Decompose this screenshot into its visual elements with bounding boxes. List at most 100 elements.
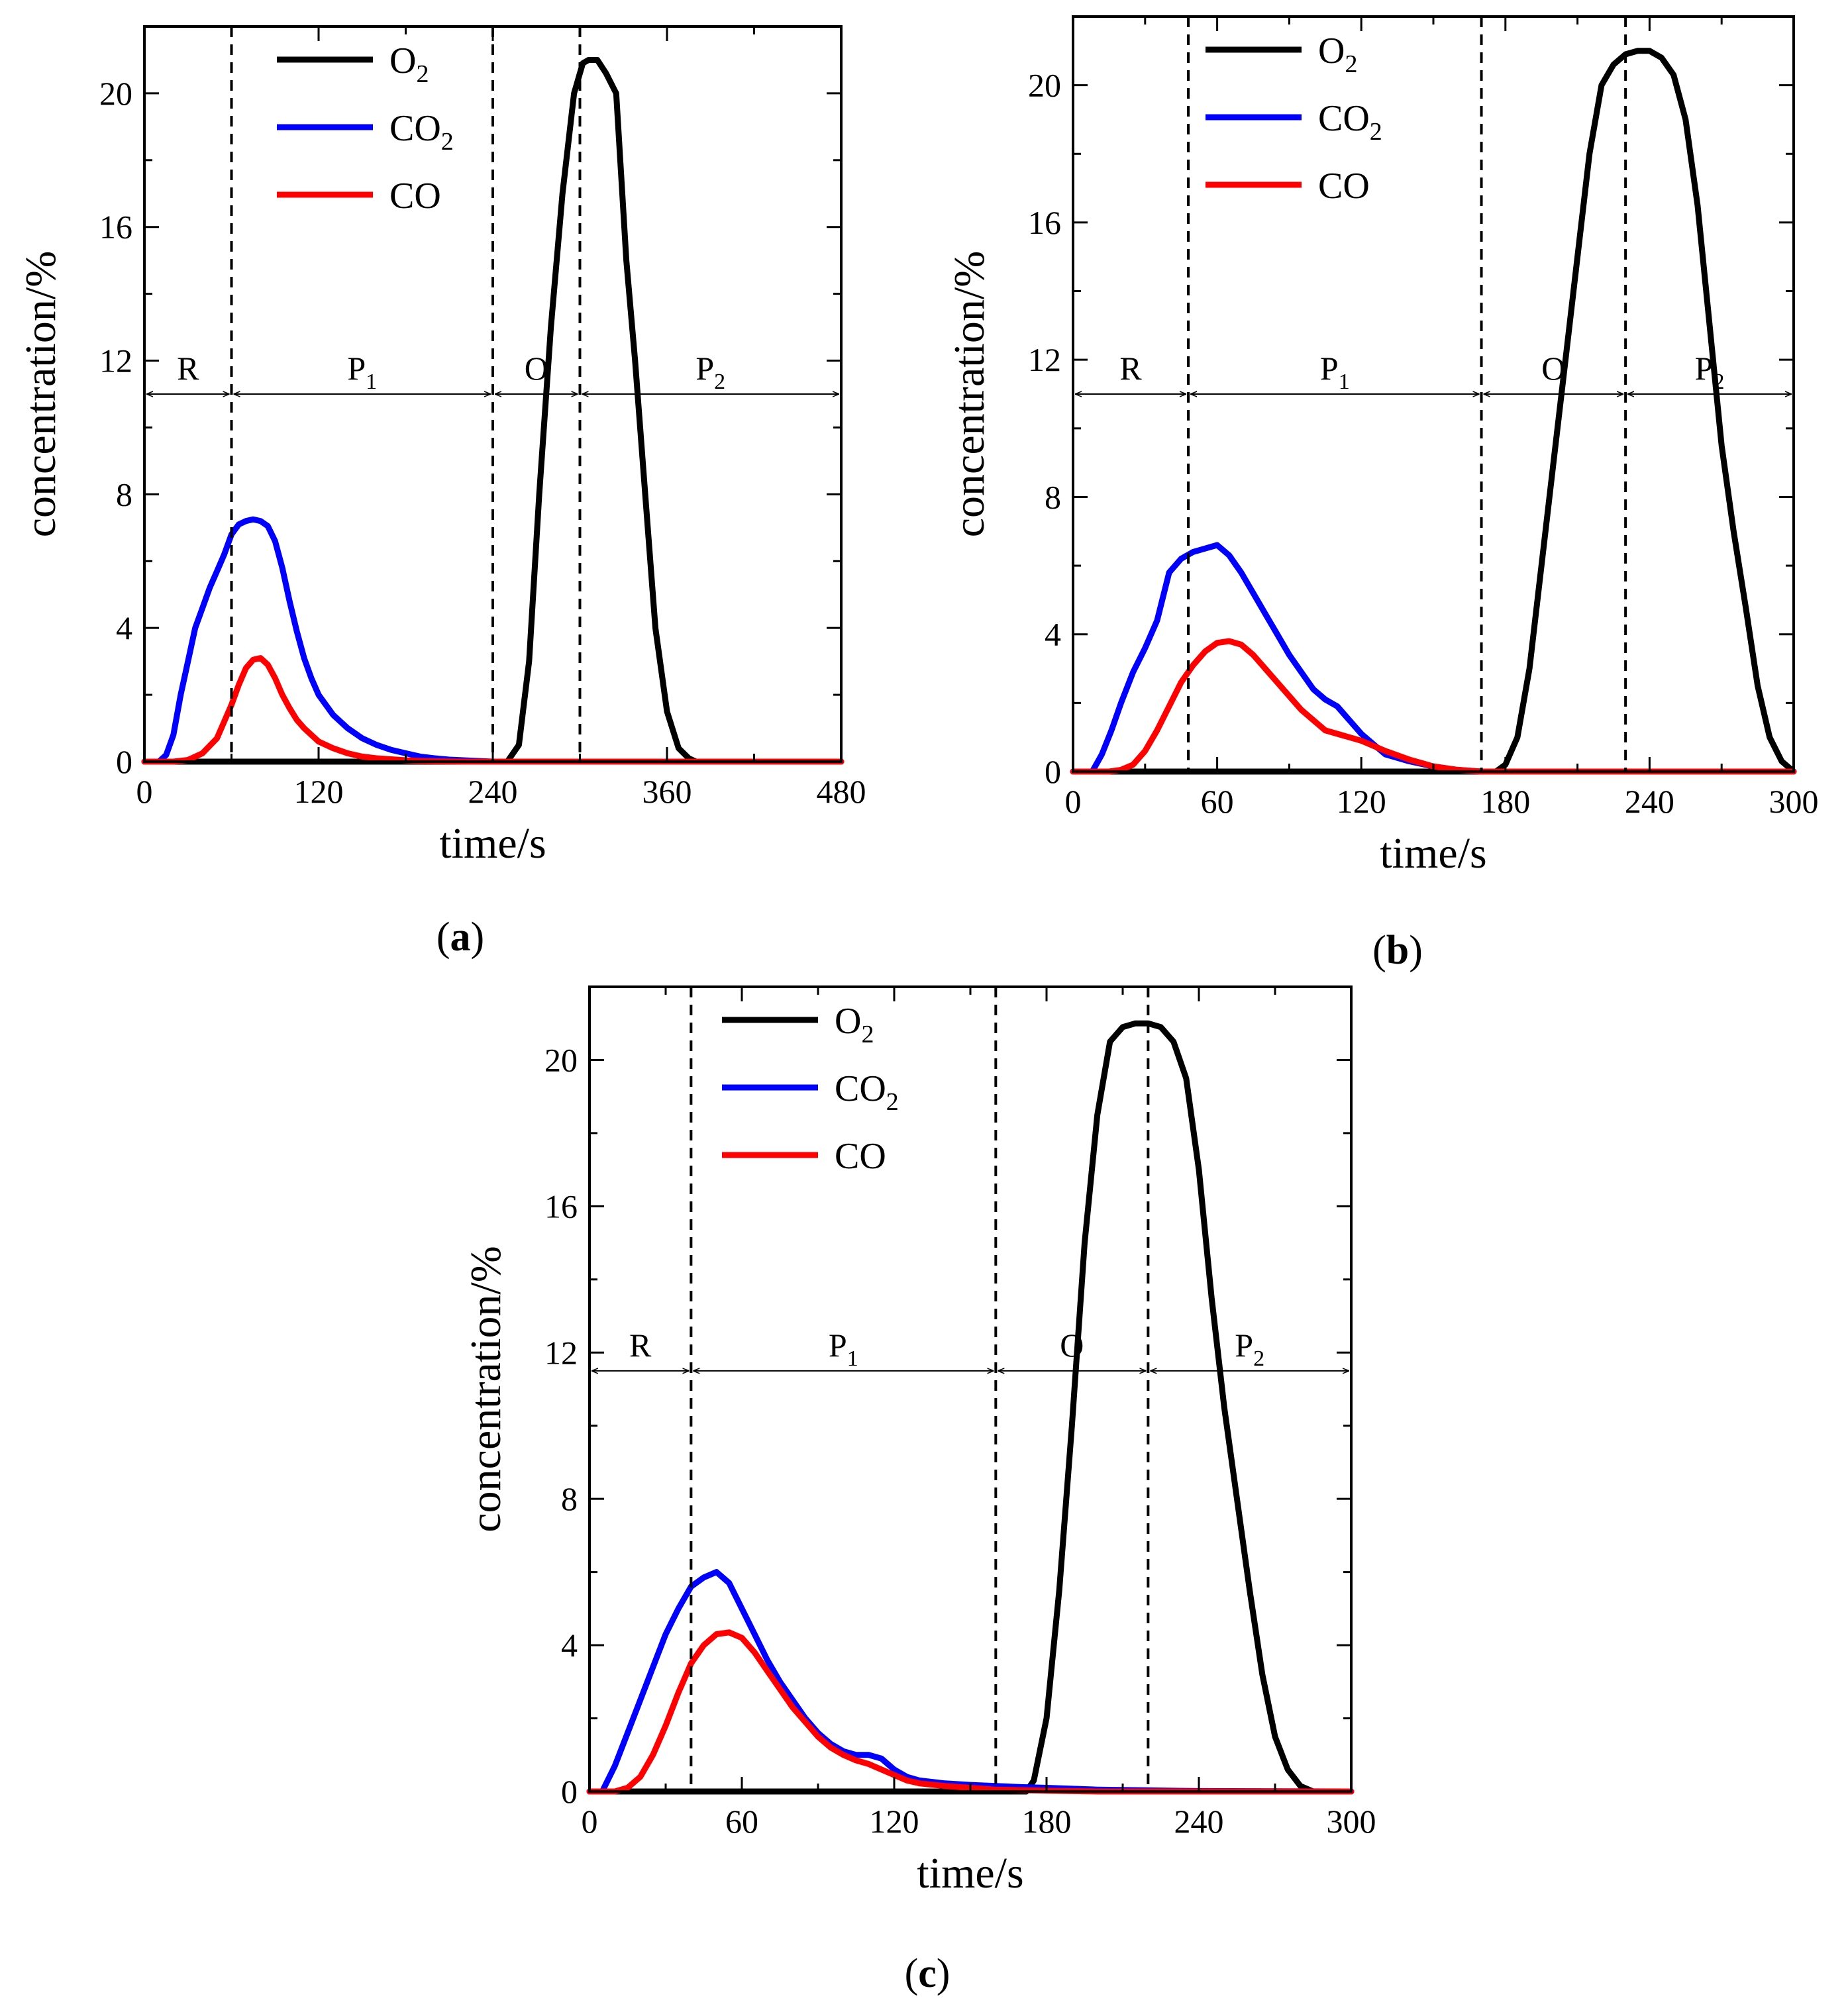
y-tick-label: 20	[1028, 67, 1061, 104]
y-tick-label: 8	[116, 476, 132, 513]
x-tick-label: 300	[1327, 1803, 1376, 1840]
region-label: R	[177, 350, 199, 387]
series-line-o2	[141, 57, 845, 765]
legend-label: O2	[835, 1001, 874, 1048]
x-tick-label: 120	[294, 773, 344, 810]
region-label: P1	[347, 350, 377, 394]
panel-b: R P1 O P20 60 120 180 240 300048121620time/sconc…	[945, 15, 1819, 973]
region-label: P2	[695, 350, 725, 394]
panel-label-close: )	[471, 915, 485, 960]
y-axis-title: concentration/%	[462, 1246, 510, 1532]
region-label-sub: 2	[714, 370, 725, 394]
y-tick-label: 8	[1045, 478, 1061, 515]
legend-label: CO	[389, 176, 441, 217]
series-line-co2	[586, 1569, 1355, 1795]
region-label-sub: 1	[1339, 370, 1350, 394]
legend-label-sub: 2	[1345, 50, 1357, 78]
region-label-sub: 1	[366, 370, 377, 394]
region-label-base: R	[629, 1327, 652, 1364]
legend-label-sub: 2	[886, 1088, 899, 1116]
legend-label-base: CO	[389, 108, 441, 149]
legend-label-base: CO	[835, 1068, 886, 1109]
y-tick-label: 4	[561, 1627, 578, 1664]
legend-label: CO2	[1318, 98, 1382, 146]
series-line-co	[586, 1629, 1355, 1795]
legend-label: CO	[1318, 166, 1370, 207]
panel-label: (a)	[436, 915, 484, 960]
y-tick-label: 4	[1045, 616, 1061, 653]
region-label-base: R	[1119, 350, 1142, 387]
region-label-base: P	[1320, 350, 1339, 387]
panel-label-close: )	[1409, 928, 1423, 973]
y-tick-label: 8	[561, 1480, 578, 1517]
x-axis-title: time/s	[1380, 829, 1486, 878]
legend-label-base: O	[1318, 30, 1345, 72]
region-label-base: P	[1695, 350, 1714, 387]
x-tick-label: 0	[1065, 783, 1082, 820]
y-tick-label: 16	[99, 209, 132, 246]
region-label-base: O	[1541, 350, 1565, 387]
series-line-co2	[1070, 542, 1797, 775]
y-tick-label: 16	[544, 1187, 578, 1225]
region-label-sub: 2	[1713, 370, 1724, 394]
region-label: R	[1119, 350, 1142, 387]
region-label-base: O	[1060, 1327, 1084, 1364]
y-tick-label: 0	[1045, 753, 1061, 790]
panel-label-close: )	[937, 1951, 950, 1996]
series-line-co2	[141, 516, 845, 765]
legend-label: O2	[389, 40, 429, 88]
x-tick-label: 240	[1625, 783, 1674, 820]
panel-a: R P1 O P20 120 240 360 480048121620time/sconcen…	[17, 25, 866, 960]
legend-label: O2	[1318, 30, 1357, 78]
x-tick-label: 360	[642, 773, 692, 810]
x-tick-label: 240	[468, 773, 518, 810]
y-tick-label: 20	[544, 1041, 578, 1078]
x-tick-label: 120	[870, 1803, 919, 1840]
x-tick-label: 60	[1201, 783, 1234, 820]
y-tick-label: 20	[99, 75, 132, 112]
panel-label-letter: a	[450, 915, 471, 960]
y-tick-label: 12	[99, 342, 132, 379]
plot-frame	[588, 985, 1353, 1793]
region-label-base: R	[177, 350, 199, 387]
x-tick-label: 240	[1174, 1803, 1224, 1840]
y-axis-title: concentration/%	[945, 251, 994, 537]
region-label-base: O	[525, 350, 548, 387]
y-tick-label: 4	[116, 609, 132, 646]
legend-label-sub: 2	[441, 128, 454, 156]
region-label: O	[525, 350, 548, 387]
panel-label: (b)	[1372, 928, 1423, 973]
region-label-sub: 2	[1253, 1346, 1264, 1371]
region-label: P1	[1320, 350, 1350, 394]
legend-label-sub: 2	[1370, 118, 1382, 146]
legend-label-base: CO	[389, 176, 441, 217]
series-line-o2	[1070, 48, 1797, 775]
x-tick-label: 120	[1337, 783, 1386, 820]
panel-label-open: (	[1372, 928, 1386, 973]
region-label-sub: 1	[847, 1346, 858, 1371]
y-tick-label: 12	[1028, 341, 1061, 378]
x-tick-label: 180	[1022, 1803, 1072, 1840]
panel-label-letter: b	[1386, 928, 1409, 973]
y-tick-label: 16	[1028, 204, 1061, 241]
panel-label: (c)	[905, 1951, 950, 1996]
legend-label-base: CO	[835, 1136, 886, 1177]
y-tick-label: 0	[561, 1773, 578, 1810]
legend-label-base: CO	[1318, 166, 1370, 207]
series-line-o2	[586, 1020, 1355, 1795]
y-tick-label: 0	[116, 743, 132, 780]
panel-label-open: (	[436, 915, 450, 960]
x-tick-label: 480	[817, 773, 866, 810]
y-tick-label: 12	[544, 1334, 578, 1371]
region-label-base: P	[695, 350, 714, 387]
legend-label: CO2	[835, 1068, 899, 1116]
legend-label-base: O	[835, 1001, 861, 1042]
x-axis-title: time/s	[917, 1849, 1023, 1897]
x-tick-label: 0	[136, 773, 153, 810]
legend-label-sub: 2	[861, 1021, 874, 1048]
legend-label: CO2	[389, 108, 454, 156]
region-label-base: P	[829, 1327, 847, 1364]
region-label: P1	[829, 1327, 858, 1371]
y-axis-title: concentration/%	[17, 251, 65, 537]
legend-label: CO	[835, 1136, 886, 1177]
